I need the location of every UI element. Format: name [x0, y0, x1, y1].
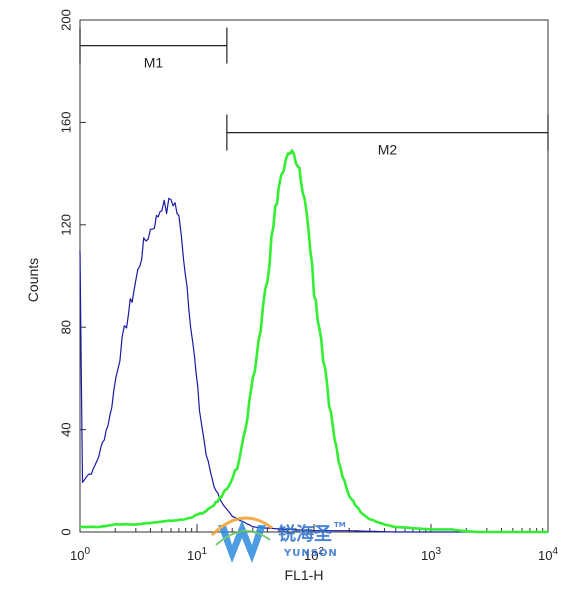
x-tick-label: 101 [187, 546, 207, 563]
watermark-swoosh-green [215, 530, 271, 546]
marker-label: M2 [378, 142, 398, 158]
x-tick-exponent: 0 [84, 546, 90, 557]
x-tick-exponent: 2 [318, 546, 324, 557]
histogram-series [79, 149, 548, 534]
x-tick-base: 10 [70, 548, 84, 563]
watermark-w-shape [218, 520, 266, 563]
y-tick-label: 120 [59, 214, 74, 236]
x-tick-label: 104 [538, 546, 558, 563]
watermark-en: YUNSON [283, 548, 338, 559]
series-line-1 [79, 197, 548, 533]
x-tick-base: 10 [187, 548, 201, 563]
x-tick-label: 103 [421, 546, 441, 563]
x-axis-title: FL1-H [285, 567, 324, 583]
series-line-2 [79, 149, 548, 534]
watermark-swoosh [210, 516, 273, 537]
watermark-logo: 锐海圣 TM YUNSON [210, 516, 346, 563]
y-tick-label: 40 [59, 422, 74, 436]
watermark-cn: 锐海圣 [278, 523, 333, 545]
x-tick-base: 10 [538, 548, 552, 563]
y-tick-label: 200 [59, 9, 74, 31]
y-axis-title: Counts [25, 258, 41, 302]
x-tick-exponent: 3 [435, 546, 441, 557]
x-axis-ticks: 100 101 102 103 104 [70, 524, 558, 563]
x-tick-exponent: 1 [201, 546, 207, 557]
y-tick-label: 0 [59, 528, 74, 535]
x-tick-base: 10 [304, 548, 318, 563]
x-tick-label: 100 [70, 546, 90, 563]
y-tick-label: 160 [59, 112, 74, 134]
y-axis-ticks: 0 40 80 120 160 200 [59, 9, 86, 536]
watermark-tm: TM [334, 521, 346, 529]
x-tick-label: 102 [304, 546, 324, 563]
gate-markers: M1 M2 [79, 27, 549, 158]
y-tick-label: 80 [59, 320, 74, 334]
marker-label: M1 [144, 55, 164, 71]
x-tick-exponent: 4 [552, 546, 558, 557]
x-tick-base: 10 [421, 548, 435, 563]
